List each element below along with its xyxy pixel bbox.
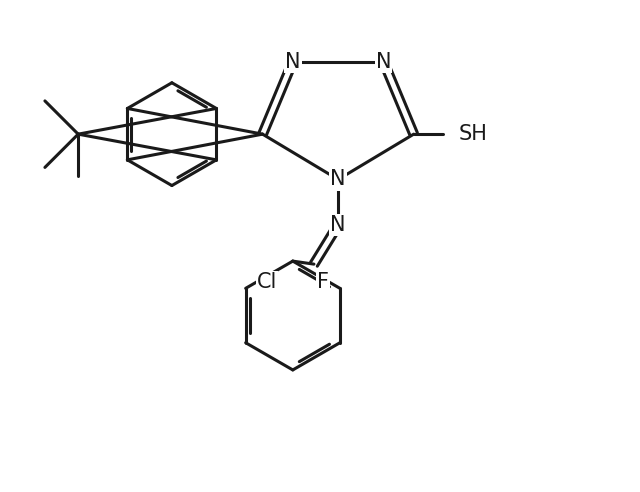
Text: N: N [376,52,391,72]
Text: N: N [330,170,346,189]
Text: N: N [285,52,301,72]
Text: SH: SH [459,124,488,144]
Text: N: N [330,215,346,235]
Text: F: F [317,272,329,292]
Text: Cl: Cl [257,272,277,292]
